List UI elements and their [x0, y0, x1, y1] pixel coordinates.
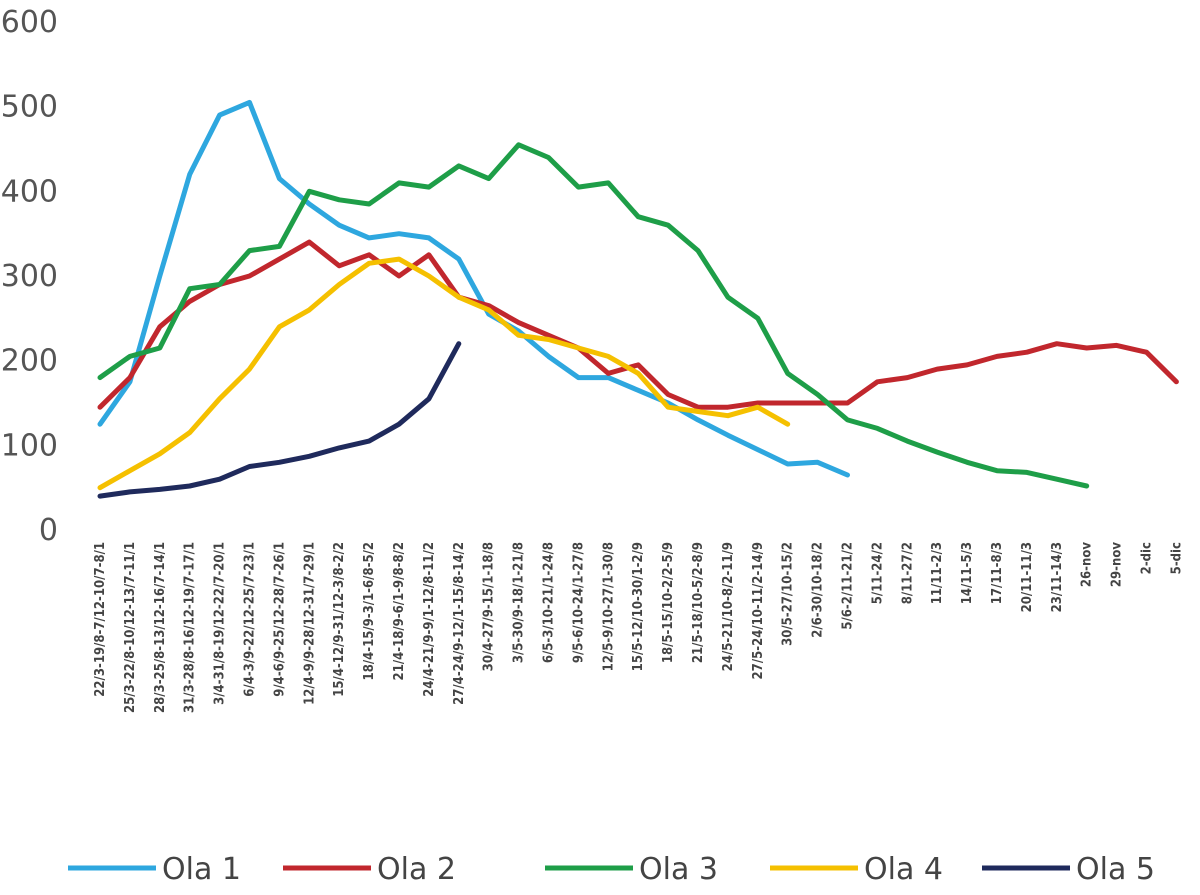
y-tick-label: 500: [1, 90, 58, 125]
y-axis: 0 100 200 300 400 500 600: [1, 5, 58, 548]
y-tick-label: 100: [1, 428, 58, 463]
x-tick-label: 3/4-31/8-19/12-22/7-20/1: [213, 542, 228, 705]
x-tick-label: 22/3-19/8-7/12-10/7-8/1: [93, 542, 108, 697]
legend: Ola 1 Ola 2 Ola 3 Ola 4 Ola 5: [68, 852, 1155, 887]
x-tick-label: 8/11-27/2: [900, 542, 915, 604]
x-tick-label: 5-dic: [1169, 542, 1184, 574]
x-tick-label: 2-dic: [1140, 542, 1155, 574]
x-tick-label: 28/3-25/8-13/12-16/7-14/1: [153, 542, 168, 713]
x-tick-label: 9/4-6/9-25/12-28/7-26/1: [272, 542, 287, 697]
x-tick-label: 29-nov: [1110, 542, 1125, 587]
y-tick-label: 600: [1, 5, 58, 40]
x-tick-label: 25/3-22/8-10/12-13/7-11/1: [123, 542, 138, 713]
y-tick-label: 400: [1, 174, 58, 209]
x-tick-label: 24/4-21/9-9/1-12/8-11/2: [422, 542, 437, 697]
x-tick-label: 3/5-30/9-18/1-21/8: [512, 542, 527, 663]
series-line-2: [97, 239, 1179, 410]
x-tick-label: 9/5-6/10-24/1-27/8: [571, 542, 586, 663]
x-tick-label: 30/5-27/10-15/2: [781, 542, 796, 646]
x-tick-label: 18/5-15/10-2/2-5/9: [661, 542, 676, 663]
y-tick-label: 0: [39, 513, 58, 548]
x-tick-label: 15/5-12/10-30/1-2/9: [631, 542, 646, 671]
x-axis: 22/3-19/8-7/12-10/7-8/1 25/3-22/8-10/12-1…: [93, 542, 1184, 713]
x-tick-label: 5/6-2/11-21/2: [841, 542, 856, 630]
x-tick-label: 30/4-27/9-15/1-18/8: [482, 542, 497, 671]
legend-label: Ola 4: [864, 852, 943, 887]
x-tick-label: 6/4-3/9-22/12-25/7-23/1: [243, 542, 258, 697]
x-tick-label: 6/5-3/10-21/1-24/8: [542, 542, 557, 663]
legend-label: Ola 3: [639, 852, 718, 887]
x-tick-label: 2/6-30/10-18/2: [811, 542, 826, 638]
legend-item-2: Ola 2: [283, 852, 456, 887]
x-tick-label: 5/11-24/2: [870, 542, 885, 604]
x-tick-label: 12/4-9/9-28/12-31/7-29/1: [302, 542, 317, 705]
x-tick-label: 20/11-11/3: [1020, 542, 1035, 612]
x-tick-label: 31/3-28/8-16/12-19/7-17/1: [183, 542, 198, 713]
legend-label: Ola 1: [162, 852, 241, 887]
x-tick-label: 15/4-12/9-31/12-3/8-2/2: [332, 542, 347, 697]
x-tick-label: 14/11-5/3: [960, 542, 975, 604]
x-tick-label: 11/11-2/3: [930, 542, 945, 604]
legend-item-4: Ola 4: [770, 852, 943, 887]
legend-label: Ola 5: [1076, 852, 1155, 887]
y-tick-label: 200: [1, 344, 58, 379]
x-tick-label: 18/4-15/9-3/1-6/8-5/2: [362, 542, 377, 680]
legend-item-1: Ola 1: [68, 852, 241, 887]
x-tick-label: 23/11-14/3: [1050, 542, 1065, 612]
x-tick-label: 12/5-9/10-27/1-30/8: [601, 542, 616, 671]
x-tick-label: 21/5-18/10-5/2-8/9: [691, 542, 706, 663]
series-line-1: [97, 99, 850, 478]
x-tick-label: 21/4-18/9-6/1-9/8-8/2: [392, 542, 407, 680]
legend-item-3: Ola 3: [545, 852, 718, 887]
legend-item-5: Ola 5: [982, 852, 1155, 887]
x-tick-label: 17/11-8/3: [990, 542, 1005, 604]
y-tick-label: 300: [1, 259, 58, 294]
x-tick-label: 26-nov: [1080, 542, 1095, 587]
x-tick-label: 27/5-24/10-11/2-14/9: [751, 542, 766, 679]
x-tick-label: 24/5-21/10-8/2-11/9: [721, 542, 736, 671]
series-line-4: [97, 256, 791, 491]
legend-label: Ola 2: [377, 852, 456, 887]
series-line-3: [97, 142, 1090, 489]
x-tick-label: 27/4-24/9-12/1-15/8-14/2: [452, 542, 467, 705]
series-lines: [97, 99, 1179, 499]
series-line-5: [97, 341, 462, 499]
